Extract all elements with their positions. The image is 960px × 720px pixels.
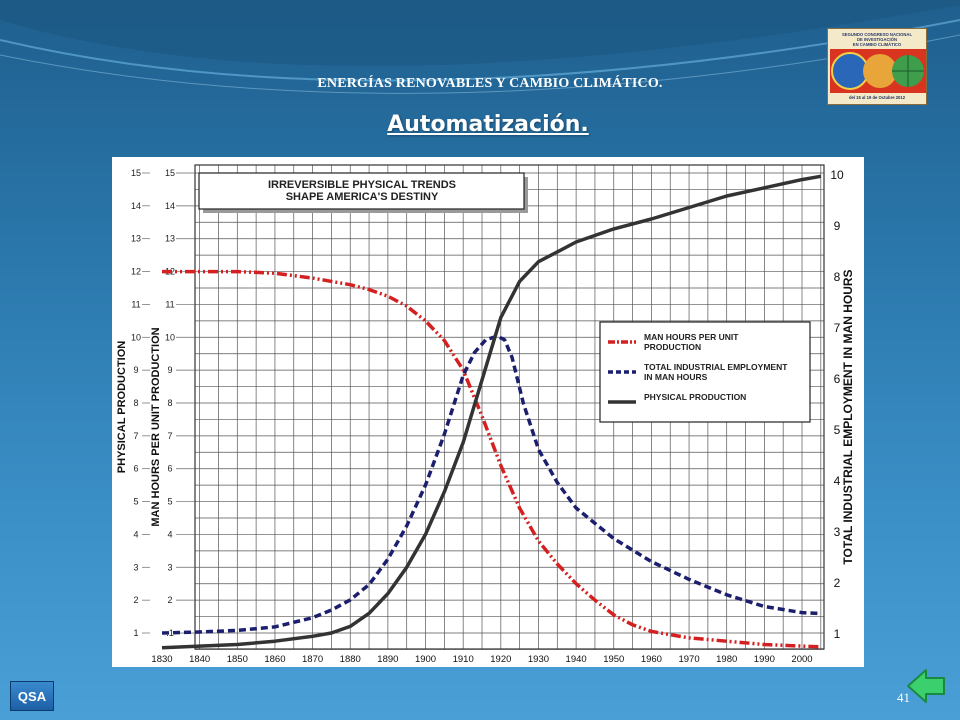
left-outer-tick-label: 14 bbox=[131, 201, 141, 211]
x-tick-label: 1950 bbox=[603, 654, 624, 665]
left-inner-tick-label: 8 bbox=[167, 398, 172, 408]
page-number: 41 bbox=[897, 690, 910, 705]
x-tick-label: 1890 bbox=[377, 654, 398, 665]
globe-emblem-icon bbox=[830, 49, 926, 93]
series-line-3 bbox=[161, 174, 822, 650]
legend-label-2: TOTAL INDUSTRIAL EMPLOYMENT bbox=[644, 362, 788, 372]
left-inner-tick-label: 11 bbox=[165, 299, 174, 309]
left-inner-tick-label: 4 bbox=[167, 529, 172, 539]
left-outer-tick-label: 12 bbox=[131, 267, 141, 277]
legend-label-1: MAN HOURS PER UNIT bbox=[644, 332, 739, 342]
legend-label-3: PHYSICAL PRODUCTION bbox=[644, 392, 746, 402]
left-inner-tick-label: 7 bbox=[167, 431, 172, 441]
chart-title-line: IRREVERSIBLE PHYSICAL TRENDS bbox=[268, 179, 456, 191]
header-swoosh bbox=[0, 0, 960, 94]
x-tick-label: 1840 bbox=[189, 654, 210, 665]
left-outer-tick-label: 1 bbox=[133, 628, 138, 638]
right-tick-label: 9 bbox=[834, 219, 841, 233]
slide-title: Automatización. bbox=[387, 112, 589, 137]
left-inner-tick-label: .1 bbox=[166, 628, 174, 638]
left-outer-tick-label: 10 bbox=[131, 332, 141, 342]
left-inner-tick-label: 14 bbox=[165, 201, 175, 211]
x-tick-label: 1910 bbox=[453, 654, 474, 665]
x-tick-label: 1960 bbox=[641, 654, 662, 665]
right-tick-label: 1 bbox=[834, 627, 841, 641]
legend-label-2: IN MAN HOURS bbox=[644, 372, 708, 382]
plot-frame bbox=[194, 164, 825, 650]
title-box-frame bbox=[198, 172, 525, 210]
trends-chart: 123456789101112131415.123456789101112131… bbox=[116, 164, 855, 665]
right-tick-label: 10 bbox=[830, 168, 844, 182]
left-inner-tick-label: 15 bbox=[165, 168, 175, 178]
logo-line-1: SEGUNDO CONGRESO NACIONAL bbox=[841, 32, 913, 37]
x-tick-label: 2000 bbox=[791, 654, 812, 665]
left-inner-tick-label: 2 bbox=[167, 595, 172, 605]
x-tick-label: 1990 bbox=[754, 654, 775, 665]
left-outer-tick-label: 5 bbox=[133, 497, 138, 507]
left-outer-tick-label: 3 bbox=[133, 562, 138, 572]
left-outer-tick-label: 4 bbox=[133, 529, 138, 539]
right-tick-label: 5 bbox=[834, 423, 841, 437]
right-tick-label: 7 bbox=[834, 321, 841, 335]
legend-label-1: PRODUCTION bbox=[644, 342, 701, 352]
left-outer-tick-label: 7 bbox=[133, 431, 138, 441]
left-outer-tick-label: 2 bbox=[133, 595, 138, 605]
series-line-1 bbox=[162, 269, 821, 649]
back-arrow-icon[interactable] bbox=[906, 666, 948, 706]
left-inner-tick-label: 6 bbox=[167, 464, 172, 474]
x-tick-label: 1930 bbox=[528, 654, 549, 665]
x-tick-label: 1850 bbox=[227, 654, 248, 665]
x-tick-label: 1880 bbox=[340, 654, 361, 665]
left-inner-tick-label: 3 bbox=[167, 562, 172, 572]
left-inner-tick-label: 5 bbox=[167, 497, 172, 507]
logo-dates: del 15 al 19 de Octubre 2012 bbox=[848, 95, 906, 100]
left-outer-tick-label: 13 bbox=[131, 234, 141, 244]
right-axis-label: TOTAL INDUSTRIAL EMPLOYMENT IN MAN HOURS bbox=[841, 269, 855, 564]
x-tick-label: 1900 bbox=[415, 654, 436, 665]
left-outer-tick-label: 6 bbox=[133, 464, 138, 474]
series-line-2 bbox=[161, 334, 821, 635]
right-tick-label: 3 bbox=[834, 525, 841, 539]
right-tick-label: 6 bbox=[834, 372, 841, 386]
left-outer-tick-label: 9 bbox=[133, 365, 138, 375]
x-tick-label: 1970 bbox=[678, 654, 699, 665]
x-tick-label: 1870 bbox=[302, 654, 323, 665]
x-tick-label: 1860 bbox=[264, 654, 285, 665]
x-tick-label: 1830 bbox=[151, 654, 172, 665]
left-outer-axis-label: PHYSICAL PRODUCTION bbox=[116, 341, 128, 473]
x-tick-label: 1940 bbox=[566, 654, 587, 665]
left-outer-tick-label: 15 bbox=[131, 168, 141, 178]
x-tick-label: 1980 bbox=[716, 654, 737, 665]
right-tick-label: 4 bbox=[834, 474, 841, 488]
left-outer-tick-label: 8 bbox=[133, 398, 138, 408]
logo-line-3: EN CAMBIO CLIMÁTICO bbox=[852, 42, 902, 47]
left-inner-axis-label: MAN HOURS PER UNIT PRODUCTION bbox=[150, 327, 162, 526]
left-outer-tick-label: 11 bbox=[131, 299, 140, 309]
left-inner-tick-label: 9 bbox=[167, 365, 172, 375]
right-tick-label: 8 bbox=[834, 270, 841, 284]
congress-logo: SEGUNDO CONGRESO NACIONAL DE INVESTIGACI… bbox=[827, 28, 927, 105]
chart-panel: 1 2 3 4 5 6 7 8 9 10 11 12 13 14 15.1 2 3 4 5 6 7 8 9 10 11 12 13 1… bbox=[112, 157, 864, 667]
left-inner-tick-label: 13 bbox=[165, 234, 175, 244]
left-inner-tick-label: 10 bbox=[165, 332, 175, 342]
qsa-badge[interactable]: QSA bbox=[10, 681, 54, 711]
right-tick-label: 2 bbox=[834, 576, 841, 590]
chart-title-line: SHAPE AMERICA'S DESTINY bbox=[286, 191, 439, 203]
slide-subtitle: ENERGÍAS RENOVABLES Y CAMBIO CLIMÁTICO. bbox=[317, 76, 663, 91]
logo-line-2: DE INVESTIGACIÓN bbox=[856, 37, 898, 42]
x-tick-label: 1920 bbox=[490, 654, 511, 665]
